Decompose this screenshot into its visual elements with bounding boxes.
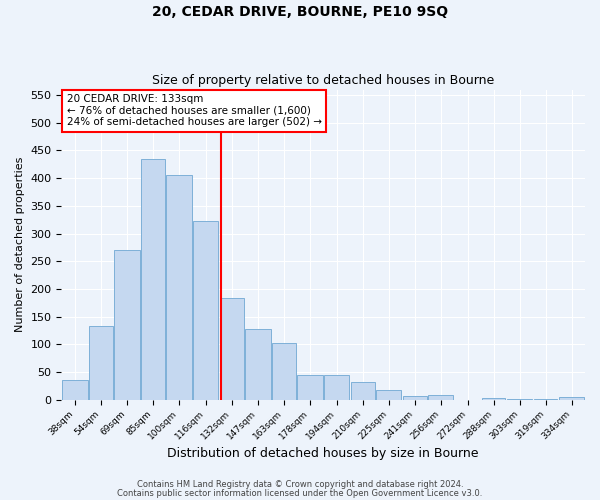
Bar (482, 398, 505, 400)
X-axis label: Distribution of detached houses by size in Bourne: Distribution of detached houses by size … (167, 447, 479, 460)
Bar (89, 326, 113, 400)
Text: Contains public sector information licensed under the Open Government Licence v3: Contains public sector information licen… (118, 488, 482, 498)
Bar (220, 298, 244, 400)
Bar (166, 176, 191, 400)
Y-axis label: Number of detached properties: Number of detached properties (15, 157, 25, 332)
Bar (403, 396, 427, 400)
Bar (428, 395, 454, 400)
Bar (297, 374, 323, 400)
Bar (193, 221, 218, 400)
Bar (141, 159, 165, 400)
Bar (376, 390, 401, 400)
Bar (272, 342, 296, 400)
Bar (533, 399, 557, 400)
Bar (114, 250, 140, 400)
Bar (62, 380, 88, 400)
Bar (559, 397, 584, 400)
Bar (245, 330, 271, 400)
Text: 20 CEDAR DRIVE: 133sqm
← 76% of detached houses are smaller (1,600)
24% of semi-: 20 CEDAR DRIVE: 133sqm ← 76% of detached… (67, 94, 322, 128)
Text: Contains HM Land Registry data © Crown copyright and database right 2024.: Contains HM Land Registry data © Crown c… (137, 480, 463, 489)
Bar (351, 382, 374, 400)
Bar (324, 374, 349, 400)
Title: Size of property relative to detached houses in Bourne: Size of property relative to detached ho… (152, 74, 494, 87)
Text: 20, CEDAR DRIVE, BOURNE, PE10 9SQ: 20, CEDAR DRIVE, BOURNE, PE10 9SQ (152, 5, 448, 19)
Bar (507, 398, 532, 400)
